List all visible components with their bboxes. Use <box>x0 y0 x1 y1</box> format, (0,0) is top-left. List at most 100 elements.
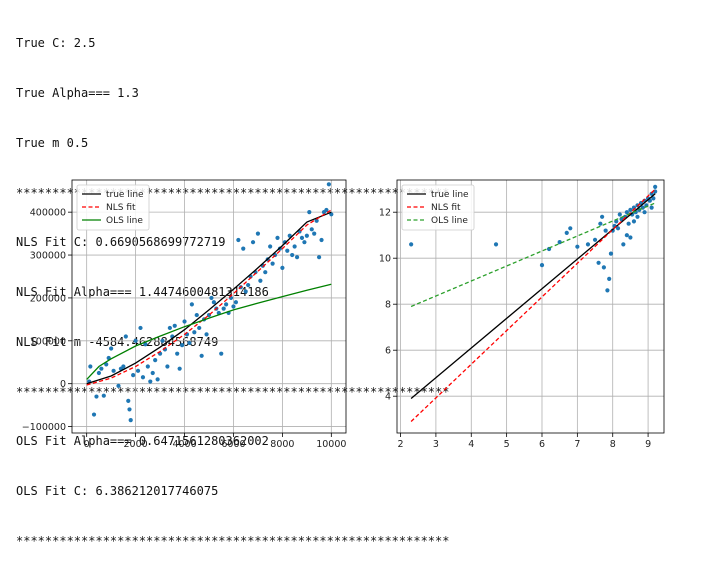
data-point <box>99 366 104 371</box>
data-point <box>304 233 309 238</box>
legend-box <box>76 184 150 231</box>
console-line-ols-alpha: OLS Fit Alpha=== 0.6471561280362002 <box>16 434 269 449</box>
data-point <box>88 364 93 369</box>
data-point <box>309 227 314 232</box>
data-point <box>263 270 268 275</box>
data-point <box>109 346 114 351</box>
data-point <box>155 377 160 382</box>
y-tick-label: 100000 <box>30 336 66 347</box>
data-point <box>319 237 324 243</box>
data-point <box>131 373 136 378</box>
console-line-nls-c: NLS Fit C: 0.6690568699772719 <box>16 235 226 250</box>
data-point <box>111 368 116 373</box>
data-point <box>192 330 197 335</box>
data-point <box>290 252 295 258</box>
data-point <box>148 379 153 384</box>
data-point <box>268 244 273 249</box>
data-point <box>123 334 128 339</box>
axes-frame <box>71 179 347 434</box>
data-point <box>167 325 172 331</box>
data-point <box>165 364 170 369</box>
plot-area <box>86 182 334 423</box>
data-point <box>255 231 261 236</box>
data-point <box>127 407 132 412</box>
data-point <box>241 246 246 251</box>
data-point <box>326 182 331 187</box>
x-tick-label: 0 <box>84 439 90 450</box>
data-point <box>187 340 192 346</box>
data-point <box>282 240 287 245</box>
data-point <box>128 418 133 423</box>
data-point <box>307 210 312 215</box>
data-point <box>179 342 185 348</box>
data-point <box>172 323 177 328</box>
data-point <box>197 325 202 331</box>
data-point <box>135 368 141 373</box>
data-point <box>292 244 297 249</box>
data-point <box>316 255 322 260</box>
legend-label: true line <box>106 190 144 200</box>
console-line-ols-c: OLS Fit C: 6.386212017746075 <box>16 484 219 499</box>
data-point <box>221 306 226 311</box>
data-point <box>231 304 236 309</box>
data-point <box>175 351 180 356</box>
data-point <box>243 289 248 294</box>
console-line-nls-m: NLS Fit m -4584.462884568749 <box>16 334 219 349</box>
data-point <box>150 370 155 376</box>
data-point <box>138 325 143 331</box>
data-point <box>219 351 224 356</box>
y-tick-label: 400000 <box>30 208 66 219</box>
console-line-true-alpha: True Alpha=== 1.3 <box>16 85 139 100</box>
x-tick-label: 8000 <box>270 439 294 450</box>
data-point <box>236 237 241 243</box>
data-point <box>101 393 106 398</box>
series-line-ols-line <box>86 283 332 380</box>
data-point <box>143 342 148 347</box>
data-point <box>153 358 158 363</box>
data-point <box>280 265 285 271</box>
data-point <box>204 332 209 337</box>
console-separator: ****************************************… <box>16 534 450 548</box>
data-point <box>177 366 182 371</box>
series-line-true-line <box>86 211 332 385</box>
data-point <box>116 383 121 388</box>
data-point <box>126 398 131 403</box>
x-tick-label: 4000 <box>172 439 196 450</box>
data-point <box>133 338 138 343</box>
data-point <box>312 231 317 236</box>
console-line-true-m: True m 0.5 <box>16 135 89 150</box>
legend-label: OLS line <box>106 216 143 226</box>
y-tick-label: 0 <box>60 379 66 390</box>
data-point <box>270 261 275 266</box>
x-tick-label: 10000 <box>316 439 346 450</box>
data-point <box>199 353 204 358</box>
chart-0: 0 2000 4000 6000 8000 10000 −100000 0 100000 2000… <box>22 179 347 450</box>
data-point <box>224 302 229 307</box>
data-point <box>160 338 165 343</box>
data-point <box>233 300 239 305</box>
y-tick-label: 200000 <box>30 293 66 304</box>
data-point <box>275 235 280 240</box>
console-line-nls-alpha: NLS Fit Alpha=== 1.4474600481314186 <box>16 285 269 300</box>
data-point <box>96 370 102 376</box>
data-point <box>91 412 97 417</box>
data-point <box>194 312 199 318</box>
x-tick-label: 6000 <box>221 439 245 450</box>
data-point <box>299 235 305 240</box>
x-tick-label: 2000 <box>124 439 148 450</box>
data-point <box>94 394 99 399</box>
data-point <box>189 302 194 307</box>
y-tick-label: −100000 <box>22 422 66 433</box>
data-point <box>314 218 319 223</box>
data-point <box>258 278 263 283</box>
data-point <box>182 319 187 324</box>
data-point <box>104 362 109 367</box>
data-point <box>324 207 329 213</box>
data-point <box>121 364 126 369</box>
series-line-nls-fit <box>86 209 332 386</box>
data-point <box>246 282 251 288</box>
console-separator: ****************************************… <box>16 384 450 399</box>
data-point <box>211 300 216 305</box>
data-point <box>140 375 146 380</box>
data-point <box>209 295 214 301</box>
